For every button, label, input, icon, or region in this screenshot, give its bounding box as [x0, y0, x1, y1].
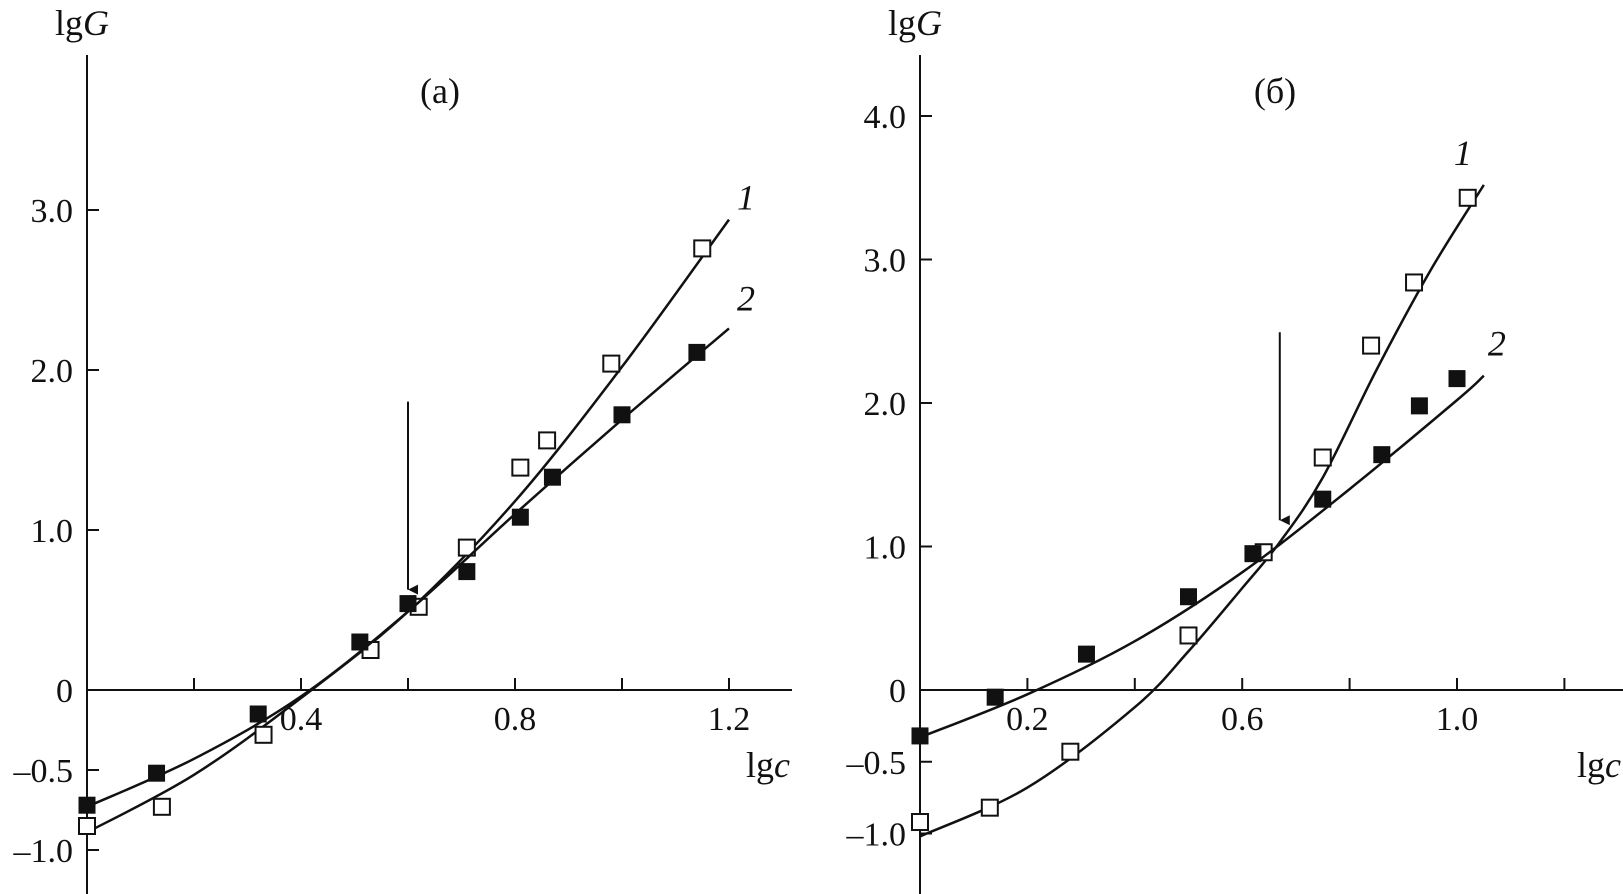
y-tick-label: 3.0 [31, 193, 74, 230]
data-point-filled [1077, 645, 1095, 663]
data-point-open [1061, 742, 1080, 761]
data-point-filled [511, 508, 529, 526]
series-label: 2 [1488, 324, 1506, 364]
x-tick-label: 1.0 [1436, 701, 1479, 738]
data-point-filled [613, 406, 631, 424]
data-point-filled [986, 688, 1004, 706]
series-2: 2 [78, 278, 755, 814]
series-label: 2 [737, 278, 755, 318]
y-tick-label: 0 [889, 673, 906, 710]
data-point-open [457, 538, 476, 557]
data-point-open [538, 431, 557, 450]
data-point-filled [351, 633, 369, 651]
data-point-open [78, 817, 96, 835]
data-point-open [1458, 188, 1477, 207]
data-point-filled [543, 468, 561, 486]
panel-b: 0.2 0.6 1.0 –1.0 –0.5 0 1.0 2.0 3.0 4.0 lgG lgc (б) 1… [846, 3, 1623, 894]
panel-label: (а) [420, 71, 460, 111]
y-axis-label: lgG [888, 3, 942, 43]
data-point-open [511, 458, 530, 477]
data-point-filled [688, 343, 706, 361]
data-point-open [1405, 273, 1424, 292]
y-tick-label: 0 [56, 673, 73, 710]
y-tick-label: –0.5 [846, 745, 907, 782]
data-point-filled [249, 705, 267, 723]
data-point-open [1179, 626, 1198, 645]
series-label: 1 [737, 178, 755, 218]
data-point-open [693, 239, 712, 258]
y-tick-label: 4.0 [864, 99, 907, 136]
data-point-open [152, 797, 171, 816]
y-tick-label: –1.0 [13, 833, 74, 870]
data-point-filled [911, 727, 929, 745]
y-tick-label: 2.0 [31, 353, 74, 390]
data-point-filled [1180, 588, 1197, 606]
x-tick-label: 0.8 [494, 701, 537, 738]
data-point-filled [1244, 545, 1262, 563]
y-tick-label: 1.0 [864, 530, 907, 567]
series-2: 2 [911, 324, 1506, 745]
data-point-open [602, 354, 621, 373]
y-tick-label: 3.0 [864, 243, 907, 280]
series-1: 1 [911, 133, 1485, 838]
x-axis-label: lgc [746, 745, 790, 785]
series-label: 1 [1454, 133, 1472, 173]
data-point-open [1313, 448, 1332, 467]
data-point-filled [1373, 446, 1391, 464]
data-point-filled [1314, 490, 1332, 508]
data-point-filled [148, 764, 166, 782]
x-tick-label: 0.2 [1006, 701, 1049, 738]
data-point-open [911, 813, 929, 832]
data-point-filled [78, 796, 96, 814]
x-tick-label: 1.2 [708, 701, 751, 738]
x-tick-label: 0.6 [1221, 701, 1264, 738]
y-tick-label: –0.5 [13, 753, 74, 790]
y-axis-label: lgG [55, 3, 109, 43]
data-point-open [980, 798, 999, 817]
data-point-filled [1410, 397, 1428, 415]
y-tick-label: –1.0 [846, 817, 907, 854]
y-tick-label: 2.0 [864, 386, 907, 423]
data-point-open [1362, 336, 1381, 355]
series-2-curve [919, 374, 1485, 739]
data-point-filled [458, 563, 476, 581]
x-axis-label: lgc [1577, 745, 1621, 785]
data-point-filled [1448, 370, 1466, 388]
data-point-filled [399, 595, 417, 613]
series-1-curve [919, 184, 1485, 838]
panel-label: (б) [1254, 71, 1296, 111]
y-tick-label: 1.0 [31, 513, 74, 550]
series-1: 1 [78, 178, 755, 835]
data-point-open [254, 725, 273, 744]
